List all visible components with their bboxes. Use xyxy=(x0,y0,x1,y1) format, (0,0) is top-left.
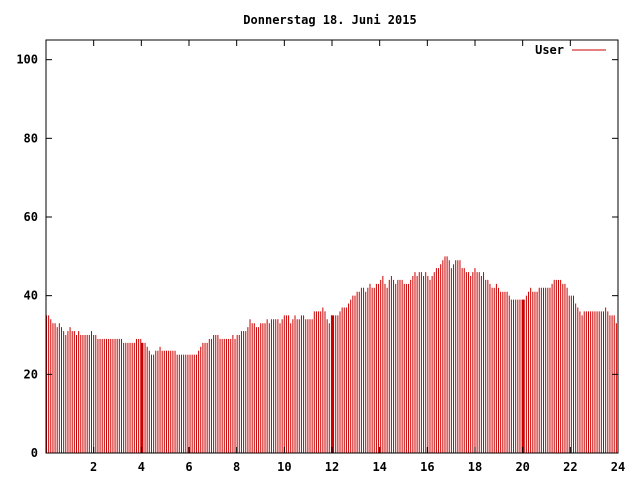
bar-highlight xyxy=(522,299,525,453)
x-tick-label: 6 xyxy=(185,460,192,474)
bar-highlight xyxy=(331,315,334,453)
x-tick-label: 14 xyxy=(372,460,386,474)
y-tick-label: 20 xyxy=(24,367,38,381)
x-tick-label: 18 xyxy=(468,460,482,474)
y-tick-label: 60 xyxy=(24,210,38,224)
chart-title: Donnerstag 18. Juni 2015 xyxy=(243,13,416,27)
x-tick-label: 22 xyxy=(563,460,577,474)
y-tick-label: 0 xyxy=(31,446,38,460)
x-tick-label: 24 xyxy=(611,460,625,474)
bar-series-user xyxy=(46,256,617,453)
y-tick-label: 100 xyxy=(16,53,38,67)
x-tick-label: 12 xyxy=(325,460,339,474)
x-tick-label: 8 xyxy=(233,460,240,474)
x-tick-label: 2 xyxy=(90,460,97,474)
x-tick-label: 10 xyxy=(277,460,291,474)
legend: User xyxy=(535,43,606,57)
x-tick-label: 16 xyxy=(420,460,434,474)
y-tick-label: 80 xyxy=(24,131,38,145)
bar-highlight xyxy=(140,342,143,453)
x-tick-label: 20 xyxy=(515,460,529,474)
legend-label-user: User xyxy=(535,43,564,57)
x-tick-label: 4 xyxy=(138,460,145,474)
y-tick-label: 40 xyxy=(24,289,38,303)
